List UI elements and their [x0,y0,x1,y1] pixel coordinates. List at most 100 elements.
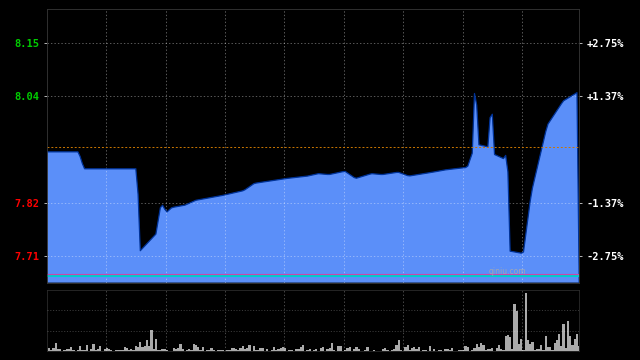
Bar [433,348,435,351]
Bar [500,349,502,351]
Bar [409,350,411,351]
Bar [449,350,451,351]
Bar [516,311,518,351]
Bar [117,350,119,351]
Bar [206,350,208,351]
Bar [246,347,248,351]
Bar [199,350,202,351]
Bar [498,345,500,351]
Bar [179,344,182,351]
Bar [471,350,474,351]
Bar [322,347,324,351]
Bar [235,350,237,351]
Bar [573,338,576,351]
Bar [259,347,262,351]
Bar [248,345,251,351]
Bar [367,347,369,351]
Bar [438,350,440,351]
Bar [137,347,139,351]
Bar [447,349,449,351]
Bar [233,347,235,351]
Bar [326,349,328,351]
Bar [182,348,184,351]
Bar [540,345,543,351]
Bar [563,324,564,351]
Bar [195,345,197,351]
Bar [106,348,108,351]
Bar [242,346,244,351]
Bar [551,350,554,351]
Bar [319,348,322,351]
Bar [104,350,106,351]
Bar [308,349,311,351]
Bar [547,347,549,351]
Bar [525,293,527,351]
Bar [221,350,224,351]
Bar [128,350,131,351]
Bar [413,347,415,351]
Bar [175,350,177,351]
Bar [95,350,97,351]
Bar [545,336,547,351]
Bar [202,347,204,351]
Text: qiniu.com: qiniu.com [488,267,526,276]
Bar [509,337,511,351]
Bar [404,347,406,351]
Bar [108,348,110,351]
Bar [177,348,179,351]
Bar [328,347,331,351]
Bar [132,350,135,351]
Bar [400,350,402,351]
Bar [155,339,157,351]
Bar [79,346,81,351]
Bar [483,346,484,351]
Bar [191,350,193,351]
Bar [411,348,413,351]
Bar [257,350,259,351]
Bar [564,348,567,351]
Bar [543,350,545,351]
Bar [353,348,355,351]
Bar [569,336,572,351]
Bar [239,348,242,351]
Bar [57,349,59,351]
Bar [489,349,491,351]
Bar [212,350,215,351]
Bar [188,349,191,351]
Bar [333,350,335,351]
Bar [122,350,124,351]
Bar [54,343,57,351]
Bar [139,342,141,351]
Bar [52,348,54,351]
Bar [126,348,128,351]
Bar [77,350,79,351]
Bar [173,348,175,351]
Bar [344,350,346,351]
Bar [230,348,233,351]
Bar [534,350,536,351]
Bar [349,347,351,351]
Bar [302,345,304,351]
Bar [429,346,431,351]
Bar [146,340,148,351]
Bar [83,350,86,351]
Bar [135,346,137,351]
Bar [520,339,522,351]
Bar [467,347,469,351]
Bar [315,349,317,351]
Bar [478,347,480,351]
Bar [90,349,92,351]
Bar [418,347,420,351]
Bar [186,350,188,351]
Bar [474,348,476,351]
Bar [331,343,333,351]
Bar [143,346,146,351]
Bar [572,345,573,351]
Bar [284,348,286,351]
Bar [277,349,280,351]
Bar [124,347,126,351]
Bar [391,350,393,351]
Bar [382,350,384,351]
Bar [337,346,340,351]
Bar [313,350,315,351]
